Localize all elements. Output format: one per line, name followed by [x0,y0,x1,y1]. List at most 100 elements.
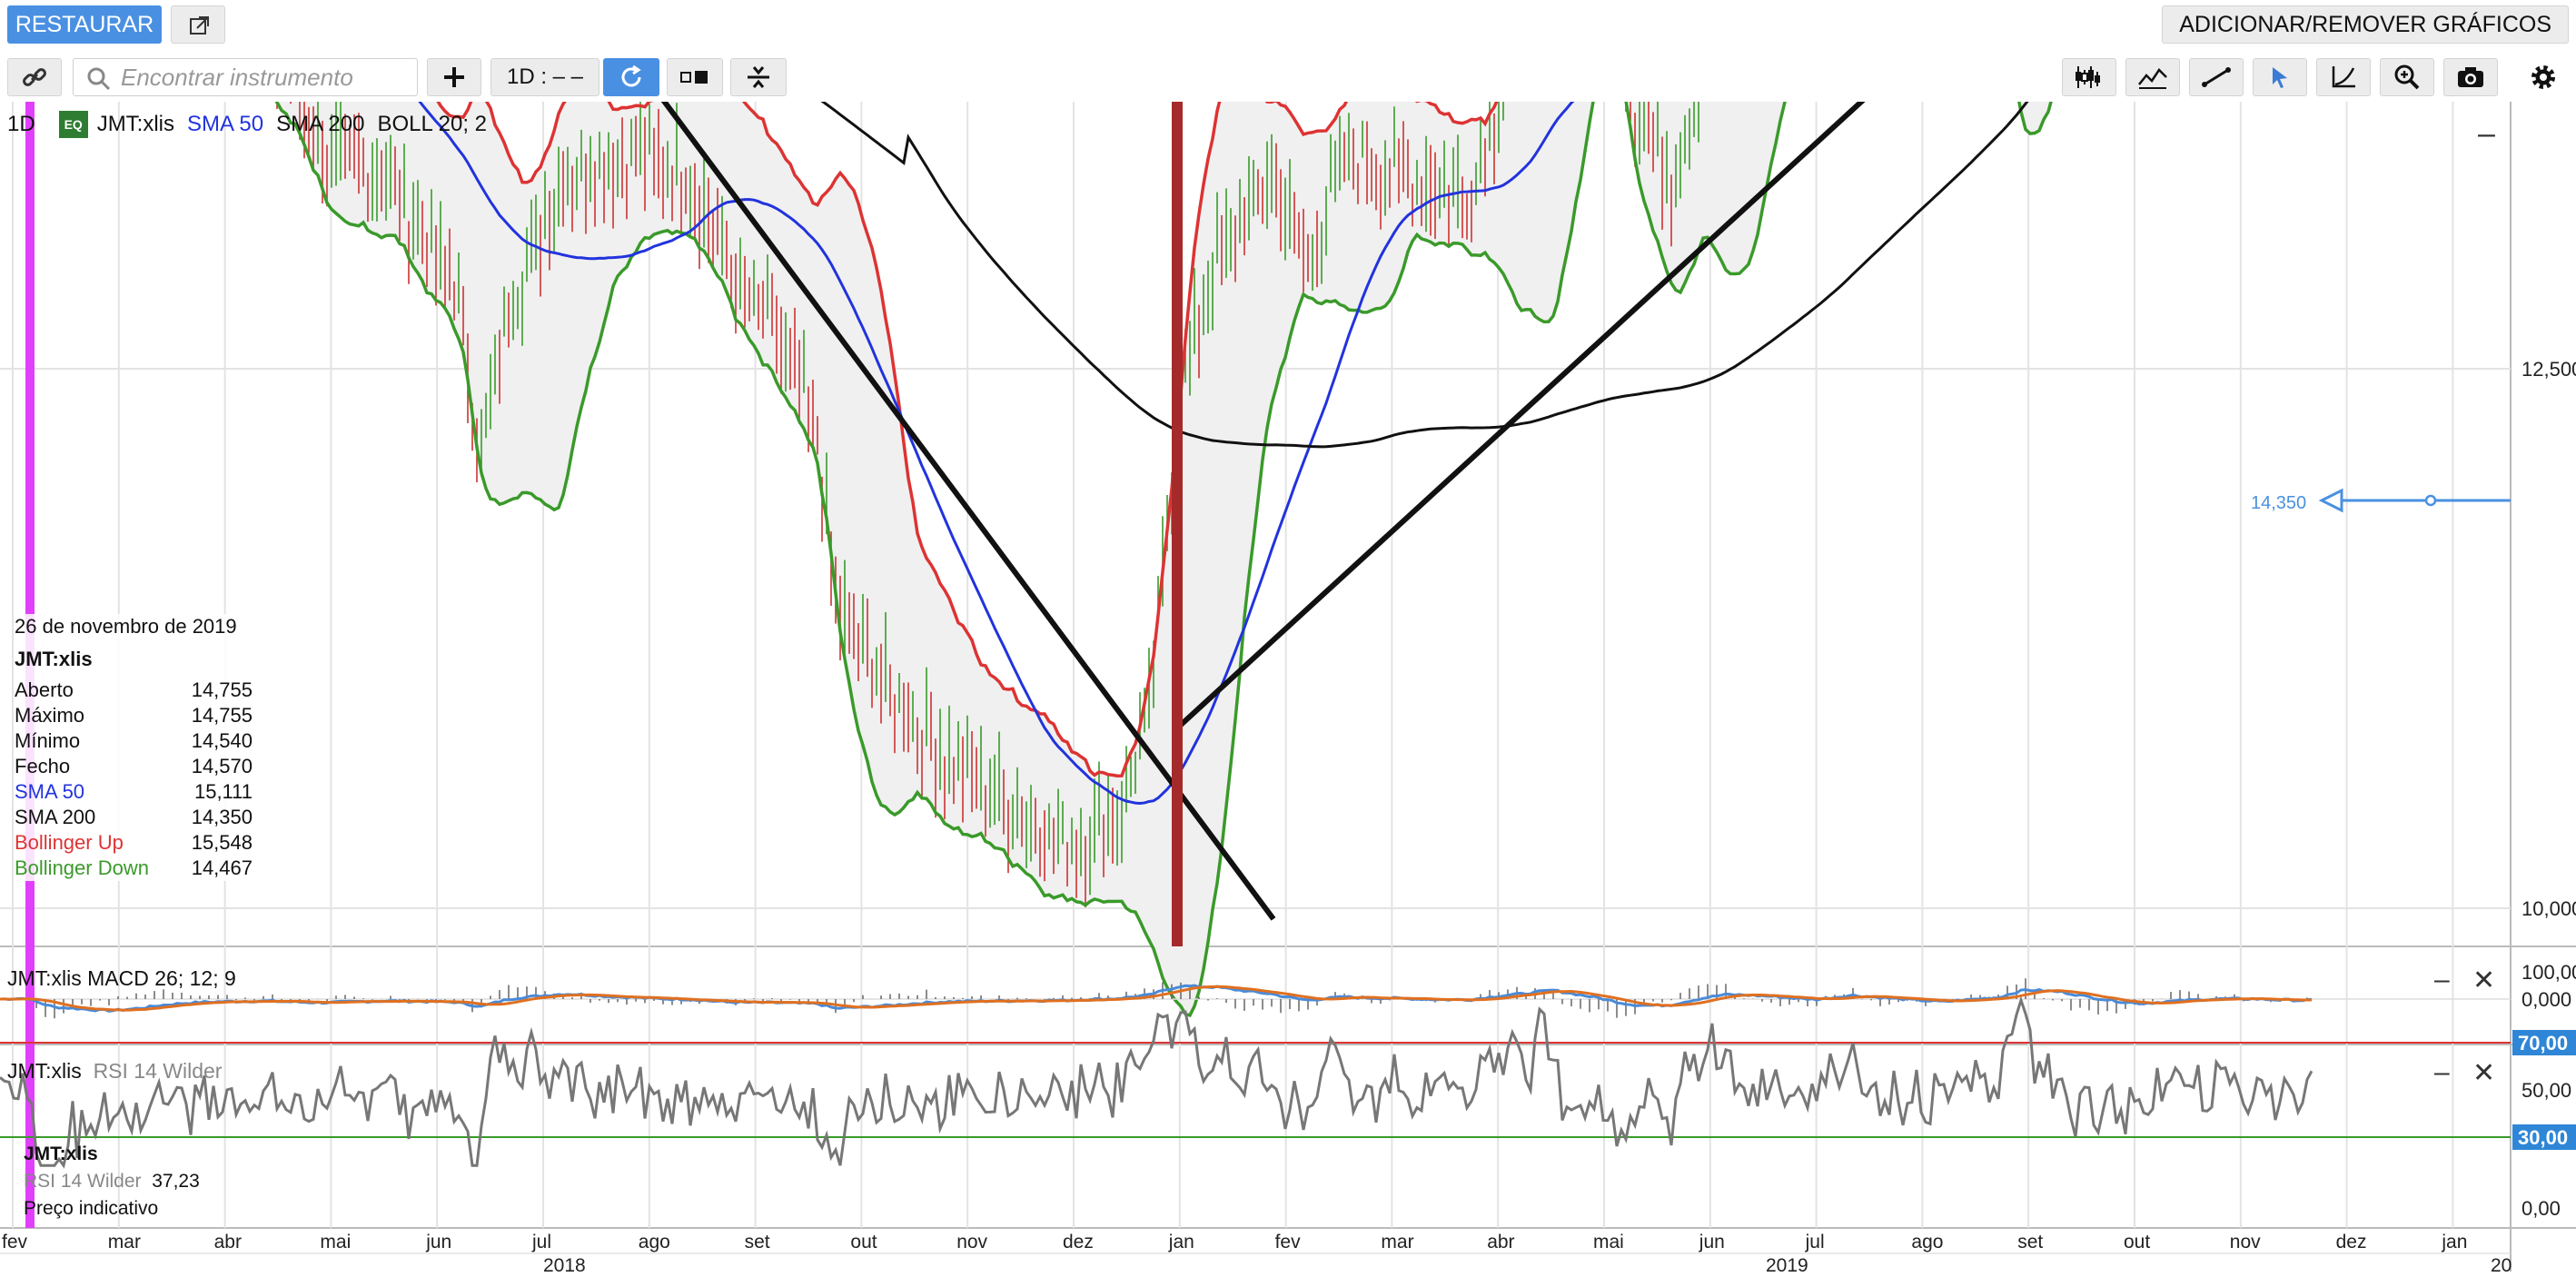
bollinger-down-line [274,102,2053,1017]
info-row: SMA 200 14,350 [15,805,253,830]
month-label: jul [1805,1232,1825,1252]
sma50-label[interactable]: SMA 50 [187,112,264,136]
info-row-value: 15,548 [191,831,253,854]
zoom-button[interactable] [2380,58,2434,96]
indicator-icon [2138,68,2167,89]
bollinger-up-line [436,102,1499,777]
info-row: Fecho 14,570 [15,754,253,779]
rsi-line [0,995,2313,1169]
zoom-icon [2394,64,2420,90]
info-row: Aberto 14,755 [15,678,253,703]
alert-point [2424,494,2437,507]
month-label: jan [2441,1232,2467,1252]
curve-tool-button[interactable] [2316,58,2371,96]
info-row: SMA 50 15,111 [15,779,253,805]
interval-label: 1D [7,112,35,136]
info-row-label: Máximo [15,704,85,727]
rsi-upper-tag [2512,1030,2576,1055]
month-label: ago [1911,1232,1943,1252]
month-label: mar [108,1232,141,1252]
rsi-info-symbol: JMT:xlis [24,1143,98,1164]
info-row: Mínimo 14,540 [15,728,253,754]
split-button[interactable] [730,58,787,96]
main-legend: 1D EQ JMT:xlis SMA 50 SMA 200 BOLL 20; 2 [0,109,500,140]
camera-icon [2458,67,2483,87]
macd-signal-line [0,985,2313,1012]
info-row-value: 15,111 [193,780,253,803]
rsi-upper-label: 70,00 [2518,1032,2568,1054]
cursor-icon [2273,67,2287,88]
macd-panel-label: JMT:xlis MACD 26; 12; 9 [7,966,236,990]
rsi-tick-label: 50,00 [2522,1079,2571,1102]
search-input[interactable] [121,59,411,95]
month-label: mai [1593,1232,1624,1252]
candlestick-button[interactable] [2062,58,2116,96]
info-row-value: 14,350 [191,806,253,828]
period-selector[interactable]: 1D : – – [490,58,599,96]
info-row-value: 14,755 [191,704,253,727]
macd-minimize-button[interactable]: – [2434,965,2450,995]
refresh-button[interactable] [603,58,659,96]
symbol-label[interactable]: JMT:xlis [96,112,175,136]
minimize-main-button[interactable]: – [2478,116,2495,151]
indicator-button[interactable] [2125,58,2180,96]
info-date: 26 de novembro de 2019 [15,615,237,638]
curve-tool-icon [2332,66,2355,88]
chart-style-button[interactable] [667,58,723,96]
month-label: abr [1487,1232,1514,1252]
rsi-tick-label: 0,00 [2522,1197,2561,1220]
candlestick-icon [2076,66,2100,88]
rsi-symbol-label: JMT:xlis [7,1059,82,1083]
sma200-label[interactable]: SMA 200 [276,112,365,136]
rsi-info-value: 37,23 [152,1171,200,1192]
year-label: 2019 [1766,1255,1808,1276]
month-label: ago [639,1232,670,1252]
year-label: 2018 [543,1255,586,1276]
info-row-value: 14,755 [191,678,253,701]
rsi-panel-label: JMT:xlis RSI 14 Wilder [7,1059,222,1084]
split-icon [748,66,769,88]
info-row-value: 14,570 [191,755,253,777]
rsi-info-row: RSI 14 Wilder 37,23 [24,1168,200,1195]
settings-button[interactable] [2518,58,2569,96]
refresh-icon [621,64,641,87]
link-button[interactable] [7,58,62,96]
sma200-line [820,102,2029,449]
month-label: jan [1168,1232,1194,1252]
instrument-search[interactable] [73,58,418,96]
screenshot-button[interactable] [2443,58,2498,96]
popout-button[interactable] [171,5,225,44]
rsi-close-icon[interactable]: ✕ [2472,1058,2496,1088]
rsi-info-box: JMT:xlis RSI 14 Wilder 37,23 Preço indic… [24,1141,200,1223]
trendline-up [1178,102,1866,728]
plus-icon [444,67,464,87]
month-label: fev [2,1232,28,1252]
info-symbol: JMT:xlis [15,648,93,670]
month-label: jun [425,1232,451,1252]
sma50-line [418,102,1575,806]
month-label: jun [1699,1232,1725,1252]
bollinger-band-fill [276,102,2052,1015]
chart-canvas[interactable]: 14,35017,50015,00012,50010,00014,5700,00… [0,102,2576,1277]
rsi-lower-tag [2512,1124,2576,1150]
cursor-button[interactable] [2253,58,2307,96]
boll-label[interactable]: BOLL 20; 2 [377,112,487,136]
vertical-marker-red [1172,102,1183,946]
period-label: 1D : – – [506,64,584,89]
month-label: nov [956,1232,987,1252]
add-remove-charts-button[interactable]: ADICIONAR/REMOVER GRÁFICOS [2162,5,2569,44]
info-rows: Aberto 14,755 Máximo 14,755 Mínimo 14,540 Fech… [15,678,253,881]
add-button[interactable] [427,58,481,96]
info-row-label: Bollinger Up [15,831,124,854]
search-icon [87,67,111,91]
month-label: out [850,1232,877,1252]
macd-close-icon[interactable]: ✕ [2472,965,2496,995]
info-row-label: SMA 200 [15,806,96,828]
rsi-minimize-button[interactable]: – [2434,1057,2450,1087]
month-label: nov [2230,1232,2261,1252]
line-tool-button[interactable] [2189,58,2244,96]
info-row: Bollinger Down 14,467 [15,856,253,881]
year-label: 20 [2491,1255,2512,1276]
restore-button[interactable]: RESTAURAR [7,5,162,44]
